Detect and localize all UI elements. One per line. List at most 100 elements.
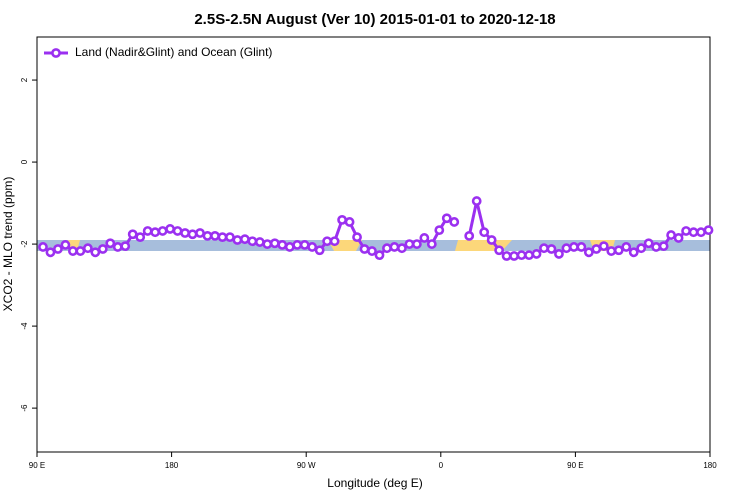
data-point <box>187 229 198 240</box>
data-point <box>382 243 392 254</box>
x-tick-label: 90 E <box>567 461 583 470</box>
data-point <box>554 249 564 259</box>
data-point <box>561 243 572 254</box>
y-axis-title: XCO2 - MLO trend (ppm) <box>1 177 15 312</box>
data-point <box>75 246 86 256</box>
data-point <box>434 225 445 236</box>
data-point <box>688 227 699 238</box>
x-tick-label: 90 W <box>297 461 316 470</box>
data-point <box>576 242 587 252</box>
chart-title: 2.5S-2.5N August (Ver 10) 2015-01-01 to … <box>194 11 555 28</box>
data-point <box>180 228 190 238</box>
data-point <box>494 245 505 256</box>
x-tick-label: 0 <box>439 461 444 470</box>
data-point <box>643 238 654 249</box>
data-point <box>531 249 542 259</box>
data-point <box>53 244 63 254</box>
data-point <box>613 245 624 256</box>
data-point <box>598 241 609 252</box>
data-point <box>397 243 407 254</box>
data-point <box>681 226 691 236</box>
data-point <box>97 244 108 254</box>
data-point <box>628 247 639 258</box>
data-point <box>322 236 333 247</box>
data-point <box>539 243 549 254</box>
data-point <box>314 245 325 256</box>
data-point <box>150 227 161 238</box>
data-point <box>247 236 258 247</box>
data-point <box>120 241 131 252</box>
data-point <box>479 227 490 238</box>
data-point <box>284 242 295 252</box>
data-point <box>419 233 430 243</box>
data-point <box>195 228 205 238</box>
data-point <box>292 240 303 250</box>
data-point <box>337 214 347 225</box>
data-point <box>157 226 168 236</box>
data-point <box>239 234 250 245</box>
data-point <box>591 244 602 254</box>
data-point <box>367 246 377 256</box>
data-point <box>105 238 116 249</box>
data-point <box>112 242 123 252</box>
data-point <box>404 239 415 249</box>
y-tick-label: 0 <box>20 159 29 164</box>
data-point <box>486 235 497 245</box>
data-point <box>202 230 213 241</box>
data-point <box>606 246 617 256</box>
data-point <box>225 232 235 243</box>
data-point <box>82 243 93 254</box>
data-point <box>277 240 288 250</box>
data-point <box>38 242 48 252</box>
data-point <box>621 242 632 252</box>
data-point <box>411 239 422 249</box>
legend-marker <box>51 48 61 58</box>
data-point <box>524 250 534 261</box>
data-point <box>374 250 385 261</box>
data-point <box>217 232 228 243</box>
data-point <box>471 196 482 206</box>
data-point <box>90 247 101 258</box>
data-point <box>232 235 243 245</box>
y-tick-label: -4 <box>20 322 29 330</box>
data-point <box>583 247 594 258</box>
data-point <box>67 246 78 256</box>
data-point <box>449 217 460 227</box>
data-point <box>636 243 647 254</box>
data-point <box>142 226 153 236</box>
data-point <box>127 229 138 240</box>
data-point <box>307 242 318 252</box>
data-point <box>501 251 512 261</box>
data-point <box>569 242 579 252</box>
data-point <box>426 239 437 249</box>
y-tick-label: 2 <box>20 77 29 82</box>
data-point <box>299 240 310 250</box>
data-point <box>165 224 176 234</box>
band <box>37 240 710 251</box>
data-point <box>516 250 527 261</box>
x-tick-label: 180 <box>703 461 717 470</box>
data-point <box>254 237 265 247</box>
y-tick-label: -6 <box>20 404 29 412</box>
data-point <box>269 238 280 249</box>
data-point <box>666 230 677 240</box>
data-point <box>172 226 183 236</box>
x-axis-title: Longitude (deg E) <box>327 476 422 490</box>
y-tick-label: -2 <box>20 240 29 248</box>
data-point <box>389 242 400 252</box>
data-point <box>262 239 273 249</box>
data-point <box>464 230 475 241</box>
data-point <box>359 244 370 254</box>
data-point <box>45 247 56 258</box>
x-tick-label: 90 E <box>29 461 45 470</box>
data-point <box>329 236 340 247</box>
data-point <box>696 227 706 238</box>
data-point <box>441 213 452 224</box>
data-point <box>658 241 669 252</box>
data-point <box>60 240 71 250</box>
data-point <box>135 232 146 243</box>
data-point <box>509 251 519 261</box>
data-point <box>546 244 557 254</box>
data-point <box>703 225 714 236</box>
